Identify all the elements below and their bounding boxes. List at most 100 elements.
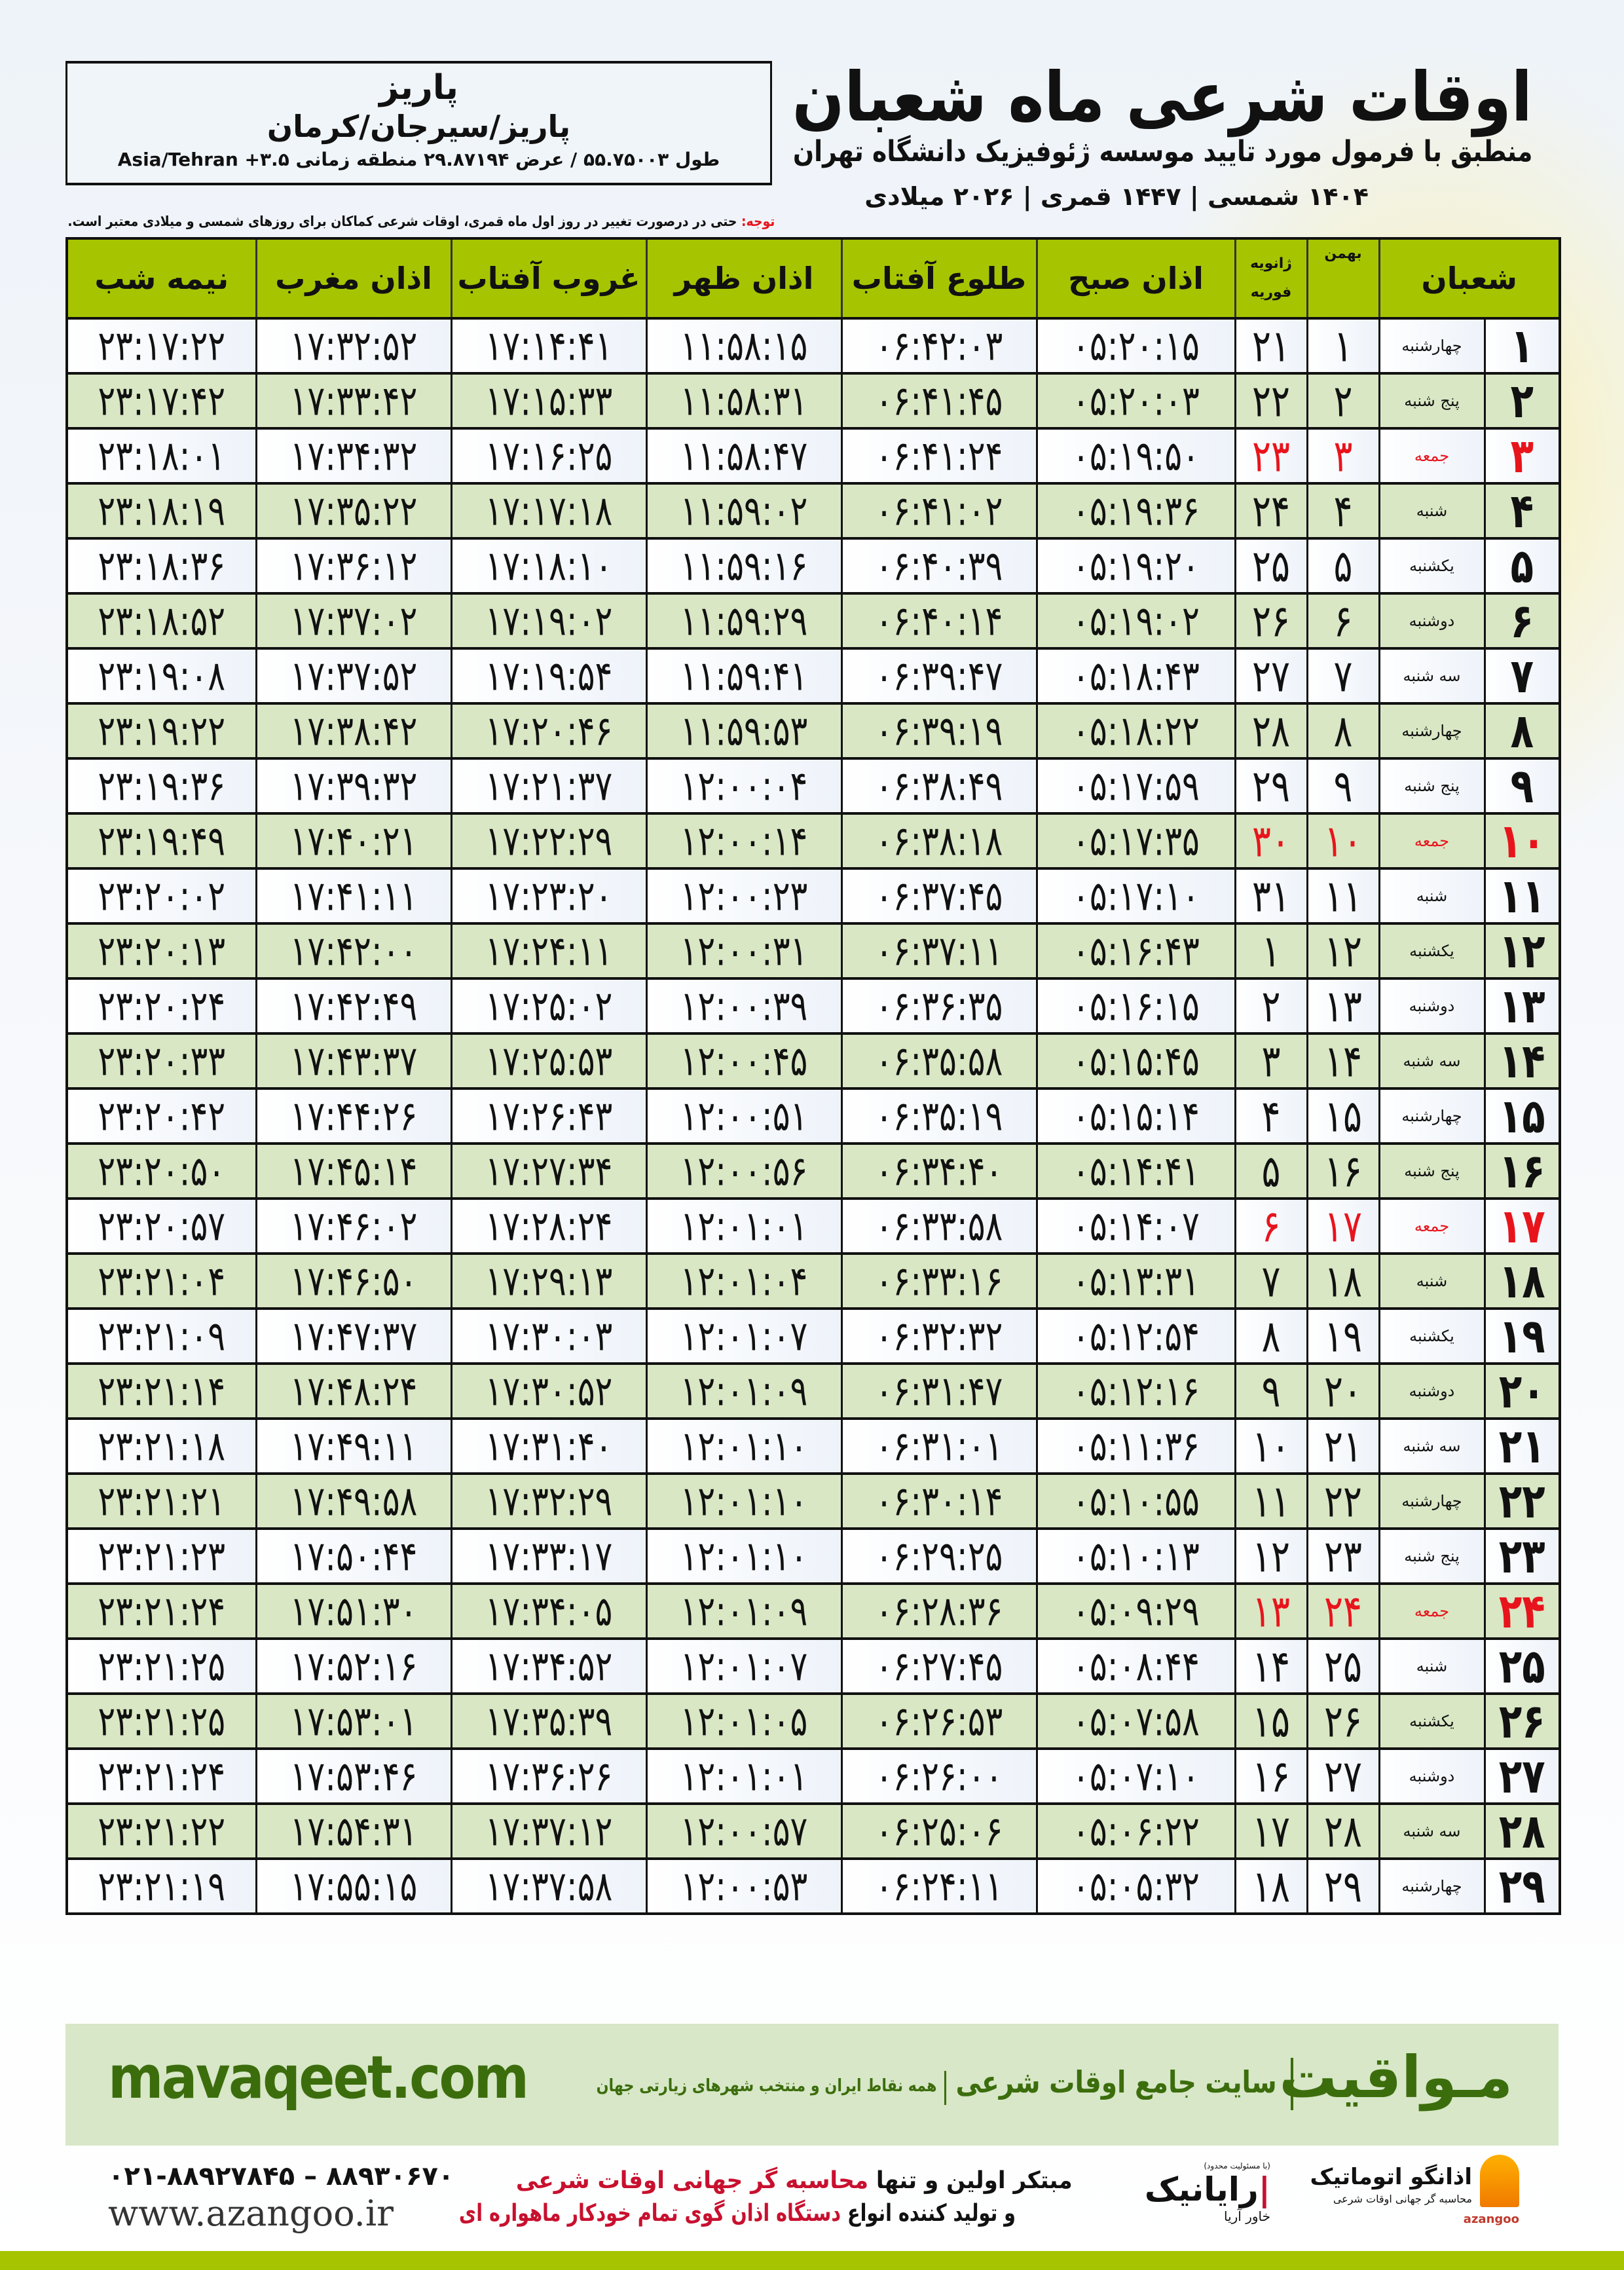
weekday-cell: یکشنبه [1378, 1692, 1486, 1750]
dhuhr-time: ۱۲:۰۱:۰۴ [680, 1257, 809, 1305]
sunset-time: ۱۷:۲۷:۳۴ [485, 1147, 614, 1195]
day-gregorian: ۸ [1261, 1310, 1281, 1362]
day-gregorian-cell: ۲۲ [1234, 372, 1308, 430]
site-url[interactable]: mavaqeet.com [108, 2043, 529, 2112]
day-gregorian: ۲۱ [1251, 320, 1290, 372]
day-shaban-cell: ۱۴ [1483, 1032, 1561, 1090]
table-row: ۱۲ یکشنبه ۱۲ ۱ ۰۵:۱۶:۴۳ ۰۶:۳۷:۱۱ ۱۲:۰۰:۳۱ ۱۷:۲۴… [65, 922, 1561, 980]
maghrib-time: ۱۷:۳۲:۵۲ [289, 322, 418, 370]
sunrise-time: ۰۶:۳۳:۵۸ [875, 1202, 1004, 1250]
dhuhr-time: ۱۱:۵۸:۴۷ [680, 432, 809, 480]
sunset-time-cell: ۱۷:۲۹:۱۳ [450, 1252, 648, 1310]
day-shaban: ۶ [1510, 593, 1534, 648]
maghrib-time-cell: ۱۷:۵۱:۳۰ [255, 1582, 452, 1640]
day-bahman: ۳ [1333, 430, 1353, 482]
sunrise-time-cell: ۰۶:۳۲:۳۲ [840, 1307, 1038, 1365]
sunset-time-cell: ۱۷:۱۹:۵۴ [450, 647, 648, 705]
fajr-time: ۰۵:۱۸:۴۳ [1072, 652, 1200, 700]
day-gregorian-cell: ۲۱ [1234, 317, 1308, 375]
day-gregorian-cell: ۱۱ [1234, 1472, 1308, 1530]
sunrise-time: ۰۶:۲۶:۵۳ [875, 1697, 1004, 1745]
fajr-time: ۰۵:۱۵:۱۴ [1072, 1092, 1200, 1140]
region-name: پاریز/سیرجان/کرمان [267, 109, 571, 144]
maghrib-time: ۱۷:۴۹:۱۱ [289, 1422, 418, 1470]
sunset-time: ۱۷:۲۰:۴۶ [485, 707, 614, 755]
day-bahman: ۲۰ [1323, 1365, 1362, 1417]
day-gregorian: ۱۵ [1251, 1695, 1290, 1747]
fajr-time-cell: ۰۵:۱۳:۳۱ [1035, 1252, 1236, 1310]
midnight-time-cell: ۲۳:۲۱:۱۹ [65, 1857, 257, 1915]
weekday: چهارشنبه [1401, 1877, 1462, 1895]
dhuhr-time-cell: ۱۲:۰۰:۵۱ [645, 1087, 843, 1145]
day-bahman-cell: ۲۶ [1306, 1692, 1380, 1750]
fajr-time: ۰۵:۰۶:۲۲ [1072, 1807, 1200, 1855]
sunrise-time: ۰۶:۲۷:۴۵ [875, 1642, 1004, 1690]
maghrib-time: ۱۷:۴۲:۰۰ [289, 927, 418, 975]
day-gregorian-cell: ۱ [1234, 922, 1308, 980]
maghrib-time: ۱۷:۵۲:۱۶ [289, 1642, 418, 1690]
maghrib-time: ۱۷:۳۴:۳۲ [289, 432, 418, 480]
divider [944, 2071, 946, 2105]
weekday: چهارشنبه [1401, 1107, 1462, 1125]
midnight-time-cell: ۲۳:۲۱:۰۴ [65, 1252, 257, 1310]
fajr-time: ۰۵:۰۷:۵۸ [1072, 1697, 1200, 1745]
dhuhr-time: ۱۲:۰۰:۱۴ [680, 817, 809, 865]
midnight-time: ۲۳:۱۹:۲۲ [98, 707, 226, 755]
sunset-time: ۱۷:۲۴:۱۱ [485, 927, 614, 975]
header-dhuhr: اذان ظهر [645, 238, 841, 318]
midnight-time-cell: ۲۳:۲۰:۲۴ [65, 977, 257, 1035]
fajr-time-cell: ۰۵:۱۹:۰۲ [1035, 592, 1236, 650]
day-gregorian: ۱۲ [1251, 1530, 1290, 1582]
rayanik-logo: (با مسئولیت محدود) |رایانیک خاور آریا [1113, 2161, 1270, 2224]
dhuhr-time: ۱۲:۰۰:۵۷ [680, 1807, 809, 1855]
header-bahman: بهمن [1306, 238, 1379, 318]
maghrib-time: ۱۷:۴۳:۳۷ [289, 1037, 418, 1085]
sunrise-time-cell: ۰۶:۳۹:۴۷ [840, 647, 1038, 705]
day-bahman: ۲۵ [1323, 1640, 1362, 1692]
day-gregorian: ۷ [1261, 1255, 1281, 1307]
day-gregorian: ۳۰ [1251, 815, 1290, 867]
weekday-cell: دوشنبه [1378, 1747, 1486, 1805]
sunrise-time: ۰۶:۴۱:۴۵ [875, 377, 1004, 425]
day-shaban-cell: ۱۳ [1483, 977, 1561, 1035]
maghrib-time-cell: ۱۷:۳۹:۳۲ [255, 757, 452, 815]
day-bahman: ۲۴ [1323, 1585, 1362, 1637]
sunrise-time-cell: ۰۶:۲۹:۲۵ [840, 1527, 1038, 1585]
maghrib-time-cell: ۱۷:۵۵:۱۵ [255, 1857, 452, 1915]
promo-line2-a: و تولید کننده انواع [841, 2200, 1016, 2227]
fajr-time-cell: ۰۵:۱۶:۴۳ [1035, 922, 1236, 980]
midnight-time: ۲۳:۲۱:۲۲ [98, 1807, 226, 1855]
dhuhr-time: ۱۲:۰۰:۳۹ [680, 982, 809, 1030]
sunrise-time-cell: ۰۶:۴۱:۰۲ [840, 482, 1038, 540]
weekday: سه شنبه [1403, 667, 1461, 685]
day-bahman: ۱۷ [1323, 1200, 1362, 1252]
sunset-time: ۱۷:۱۹:۰۲ [485, 597, 614, 645]
weekday-cell: شنبه [1378, 867, 1486, 925]
fajr-time-cell: ۰۵:۱۴:۴۱ [1035, 1142, 1236, 1200]
sunrise-time-cell: ۰۶:۲۶:۰۰ [840, 1747, 1038, 1805]
table-row: ۲۸ سه شنبه ۲۸ ۱۷ ۰۵:۰۶:۲۲ ۰۶:۲۵:۰۶ ۱۲:۰۰:۵۷ ۱۷:… [65, 1802, 1561, 1860]
weekday: دوشنبه [1409, 997, 1455, 1015]
maghrib-time-cell: ۱۷:۴۹:۱۱ [255, 1417, 452, 1475]
day-gregorian-cell: ۲ [1234, 977, 1308, 1035]
sunset-time-cell: ۱۷:۱۹:۰۲ [450, 592, 648, 650]
day-bahman-cell: ۲۳ [1306, 1527, 1380, 1585]
fajr-time: ۰۵:۱۵:۴۵ [1072, 1037, 1200, 1085]
day-bahman: ۴ [1333, 485, 1353, 537]
sunset-time-cell: ۱۷:۳۷:۵۸ [450, 1857, 648, 1915]
dhuhr-time: ۱۲:۰۰:۳۱ [680, 927, 809, 975]
day-bahman: ۲۱ [1323, 1420, 1362, 1472]
sunrise-time: ۰۶:۳۸:۱۸ [875, 817, 1004, 865]
fajr-time-cell: ۰۵:۰۵:۳۲ [1035, 1857, 1236, 1915]
day-shaban: ۱۹ [1498, 1309, 1545, 1364]
weekday-cell: یکشنبه [1378, 922, 1486, 980]
azangoo-url[interactable]: www.azangoo.ir [108, 2193, 394, 2234]
midnight-time: ۲۳:۲۱:۲۱ [98, 1477, 226, 1525]
day-shaban-cell: ۷ [1483, 647, 1561, 705]
dhuhr-time-cell: ۱۲:۰۱:۰۹ [645, 1582, 843, 1640]
weekday-cell: دوشنبه [1378, 977, 1486, 1035]
day-bahman-cell: ۱۸ [1306, 1252, 1380, 1310]
sunrise-time: ۰۶:۲۴:۱۱ [875, 1862, 1004, 1910]
day-shaban-cell: ۳ [1483, 427, 1561, 485]
midnight-time: ۲۳:۲۰:۴۲ [98, 1092, 226, 1140]
